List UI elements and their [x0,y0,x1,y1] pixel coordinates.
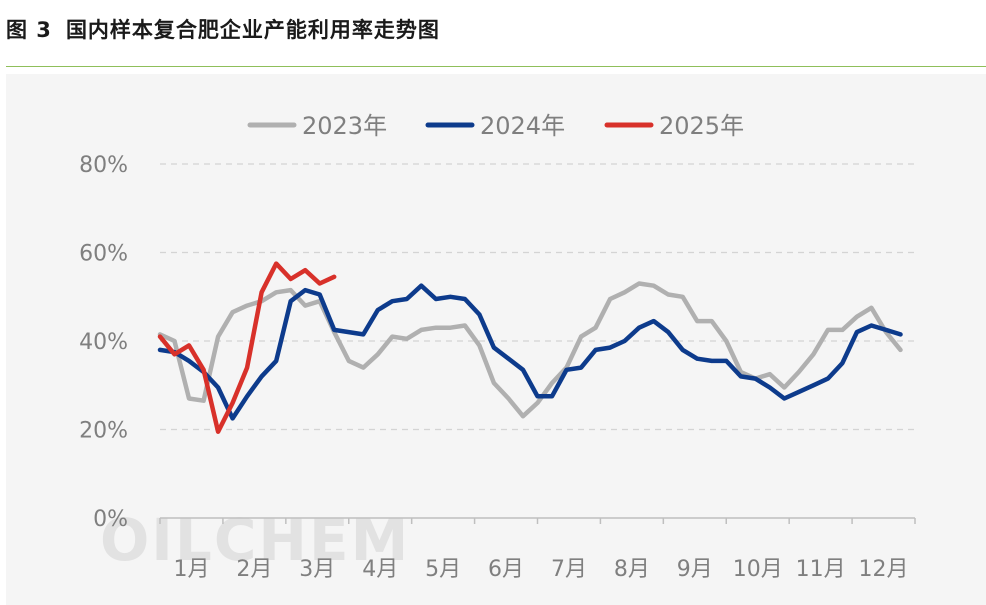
legend-label: 2025年 [659,112,744,140]
x-tick-label: 10月 [733,557,783,582]
series-line-2024年 [157,283,903,421]
x-tick-label: 4月 [362,557,398,582]
y-tick-label: 20% [79,419,128,444]
legend-label: 2023年 [302,112,387,140]
x-tick-label: 5月 [425,557,461,582]
figure-title-text: 国内样本复合肥企业产能利用率走势图 [65,18,440,42]
x-tick-label: 7月 [551,557,587,582]
x-tick-label: 2月 [236,557,272,582]
gridlines [160,163,915,431]
x-tick-label: 3月 [299,557,335,582]
x-axis: 1月 2月 3月 4月 5月 6月 7月 8月 9月 10月 11月 12月 [159,517,916,582]
series-line-2023年 [157,281,903,419]
series-lines [157,261,903,434]
y-tick-label: 40% [79,330,128,355]
series-line-2025年 [157,261,337,434]
figure-number: 图 3 [6,18,52,42]
y-axis: 0% 20% 40% 60% 80% [79,153,128,532]
figure-title: 图 3 国内样本复合肥企业产能利用率走势图 [6,14,440,44]
x-tick-label: 8月 [614,557,650,582]
title-divider [6,66,986,67]
y-tick-label: 80% [79,153,128,178]
legend-label: 2024年 [480,112,565,140]
x-tick-label: 9月 [677,557,713,582]
x-tick-label: 12月 [859,557,909,582]
x-tick-label: 6月 [488,557,524,582]
x-tick-label: 11月 [796,557,846,582]
y-tick-label: 0% [93,507,128,532]
x-tick-label: 1月 [173,557,209,582]
legend: 2023年 2024年 2025年 [247,112,744,140]
y-tick-label: 60% [79,242,128,267]
